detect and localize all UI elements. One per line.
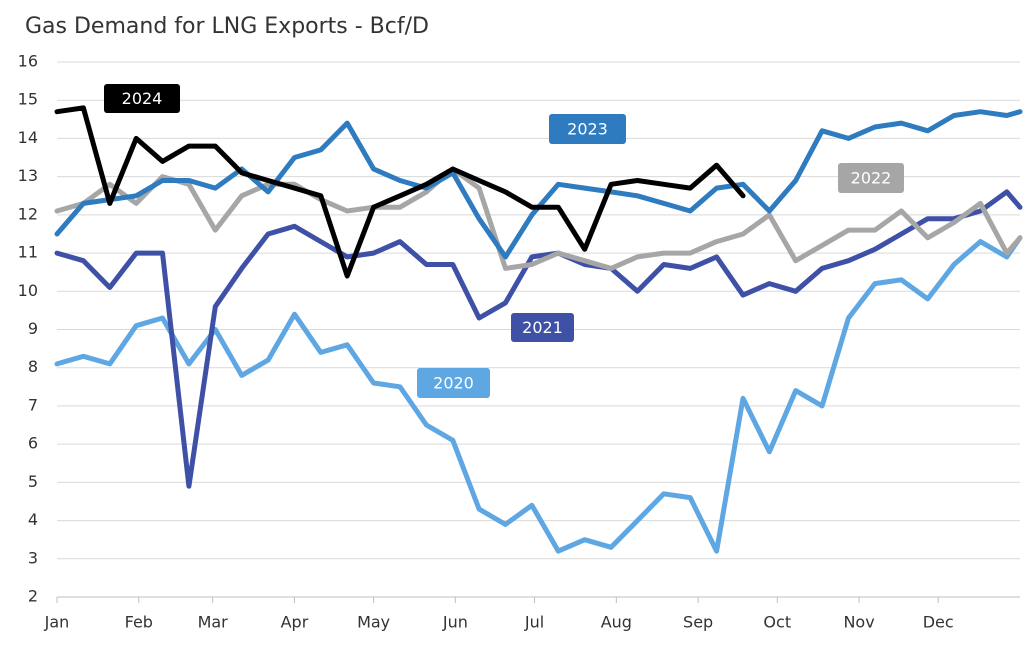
x-tick-label: Sep — [683, 613, 713, 632]
y-tick-label: 13 — [18, 166, 38, 185]
series-label-box — [838, 163, 904, 193]
x-tick-label: Apr — [281, 613, 309, 632]
series-line — [54, 189, 1023, 489]
series-label: 2022 — [851, 169, 892, 188]
y-tick-label: 15 — [18, 90, 38, 109]
y-tick-label: 12 — [18, 204, 38, 223]
series-label-box — [549, 114, 626, 144]
y-tick-label: 16 — [18, 52, 38, 71]
y-tick-label: 2 — [28, 587, 38, 606]
chart-title: Gas Demand for LNG Exports - Bcf/D — [25, 14, 429, 39]
x-tick-label: Feb — [125, 613, 153, 632]
y-tick-label: 3 — [28, 548, 38, 567]
y-tick-label: 14 — [18, 128, 38, 147]
x-tick-label: Jun — [442, 613, 468, 632]
series-line — [54, 166, 1023, 271]
series-label: 2024 — [122, 89, 163, 108]
y-tick-label: 11 — [18, 243, 38, 262]
y-tick-label: 5 — [28, 472, 38, 491]
x-tick-label: Jan — [44, 613, 70, 632]
y-tick-label: 9 — [28, 319, 38, 338]
x-tick-label: Nov — [843, 613, 874, 632]
y-tick-label: 6 — [28, 434, 38, 453]
series-label: 2021 — [522, 318, 563, 337]
x-tick-label: Jul — [524, 613, 544, 632]
y-tick-label: 4 — [28, 510, 38, 529]
series-label-box — [104, 84, 180, 113]
series-label-box — [511, 313, 574, 342]
series-line — [54, 105, 746, 279]
series-line — [54, 235, 1023, 554]
y-tick-label: 10 — [18, 281, 38, 300]
y-tick-label: 8 — [28, 357, 38, 376]
series-label: 2023 — [567, 120, 608, 139]
x-tick-label: Aug — [601, 613, 632, 632]
series-label-box — [417, 368, 490, 398]
x-tick-label: Dec — [923, 613, 954, 632]
y-tick-label: 7 — [28, 395, 38, 414]
x-tick-label: Mar — [198, 613, 229, 632]
series-line — [54, 109, 1023, 260]
x-tick-label: Oct — [763, 613, 791, 632]
x-tick-label: May — [357, 613, 390, 632]
series-label: 2020 — [433, 374, 474, 393]
